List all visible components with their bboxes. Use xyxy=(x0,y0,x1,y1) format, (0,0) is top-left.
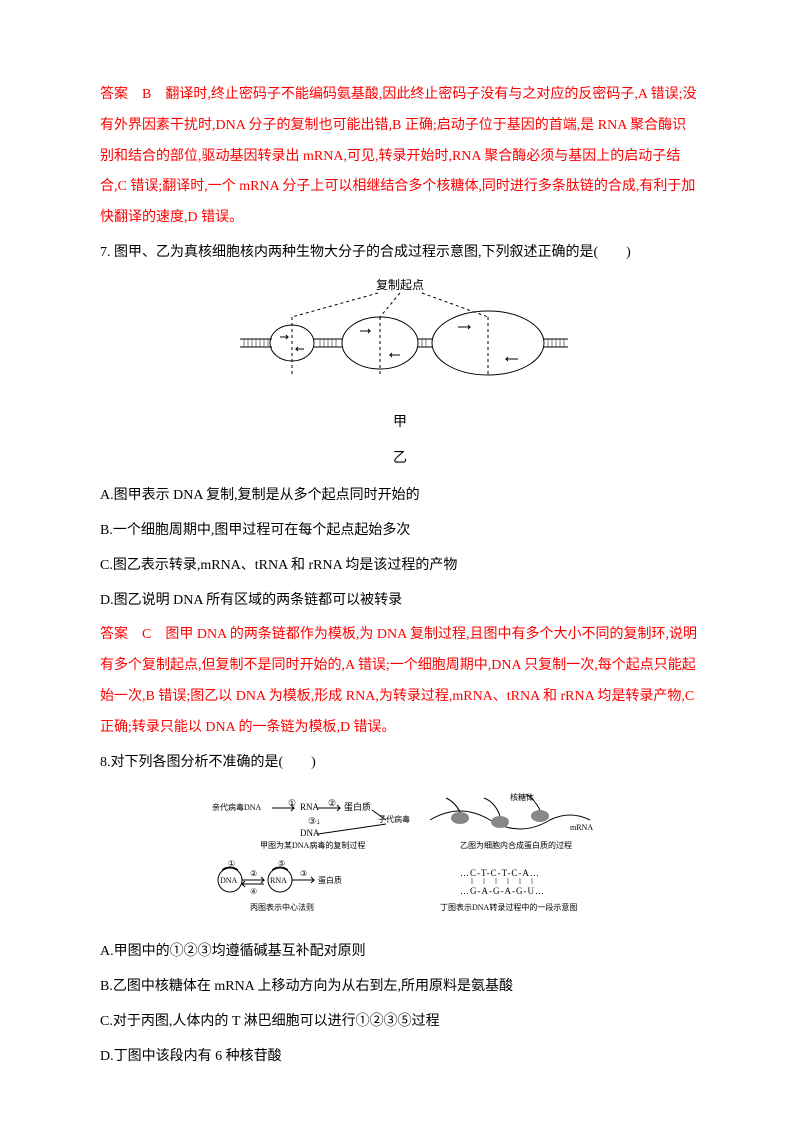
svg-text:亲代病毒DNA: 亲代病毒DNA xyxy=(212,802,262,812)
svg-text:乙图为细胞内合成蛋白质的过程: 乙图为细胞内合成蛋白质的过程 xyxy=(460,840,572,850)
q8-option-b: B.乙图中核糖体在 mRNA 上移动方向为从右到左,所用原料是氨基酸 xyxy=(100,972,700,1003)
figure-7a: 复制起点 xyxy=(100,277,700,400)
q7-option-a: A.图甲表示 DNA 复制,复制是从多个起点同时开始的 xyxy=(100,481,700,512)
q8-option-a: A.甲图中的①②③均遵循碱基互补配对原则 xyxy=(100,937,700,968)
figure-7b-label: 乙 xyxy=(100,444,700,475)
svg-text:②: ② xyxy=(328,798,336,808)
svg-text:②: ② xyxy=(250,869,257,878)
svg-text:…G-A-G-A-G-U…: …G-A-G-A-G-U… xyxy=(460,886,545,896)
svg-text:…C-T-C-T-C-A…: …C-T-C-T-C-A… xyxy=(460,868,540,878)
svg-text:DNA: DNA xyxy=(220,876,238,885)
svg-text:蛋白质: 蛋白质 xyxy=(344,801,371,812)
question-8-stem: 8.对下列各图分析不准确的是( ) xyxy=(100,748,700,779)
svg-text:RNA: RNA xyxy=(270,876,287,885)
q7-option-c: C.图乙表示转录,mRNA、tRNA 和 rRNA 均是该过程的产物 xyxy=(100,551,700,582)
svg-text:子代病毒: 子代病毒 xyxy=(378,814,410,824)
svg-text:DNA: DNA xyxy=(300,828,320,838)
q8-option-d: D.丁图中该段内有 6 种核苷酸 xyxy=(100,1042,700,1073)
answer-7-text: 答案 C 图甲 DNA 的两条链都作为模板,为 DNA 复制过程,且图中有多个大… xyxy=(100,620,700,743)
q8-option-c: C.对于丙图,人体内的 T 淋巴细胞可以进行①②③⑤过程 xyxy=(100,1007,700,1038)
svg-text:mRNA: mRNA xyxy=(570,823,593,832)
svg-text:③↓: ③↓ xyxy=(308,816,321,826)
replication-origin-label: 复制起点 xyxy=(376,278,424,292)
figure-8: 亲代病毒DNA ① RNA ② 蛋白质 ③↓ DNA 子代病毒 甲图为某DNA病… xyxy=(100,786,700,929)
svg-text:甲图为某DNA病毒的复制过程: 甲图为某DNA病毒的复制过程 xyxy=(260,840,365,850)
svg-text:蛋白质: 蛋白质 xyxy=(318,875,342,885)
figure-7a-label: 甲 xyxy=(100,408,700,439)
q7-option-d: D.图乙说明 DNA 所有区域的两条链都可以被转录 xyxy=(100,586,700,617)
svg-text:丁图表示DNA转录过程中的一段示意图: 丁图表示DNA转录过程中的一段示意图 xyxy=(440,902,577,912)
svg-text:RNA: RNA xyxy=(300,802,320,812)
svg-text:丙图表示中心法则: 丙图表示中心法则 xyxy=(250,902,314,912)
svg-text:③: ③ xyxy=(300,869,307,878)
svg-text:④: ④ xyxy=(250,887,257,896)
q7-option-b: B.一个细胞周期中,图甲过程可在每个起点起始多次 xyxy=(100,516,700,547)
answer-6-text: 答案 B 翻译时,终止密码子不能编码氨基酸,因此终止密码子没有与之对应的反密码子… xyxy=(100,80,700,234)
question-7-stem: 7. 图甲、乙为真核细胞核内两种生物大分子的合成过程示意图,下列叙述正确的是( … xyxy=(100,238,700,269)
